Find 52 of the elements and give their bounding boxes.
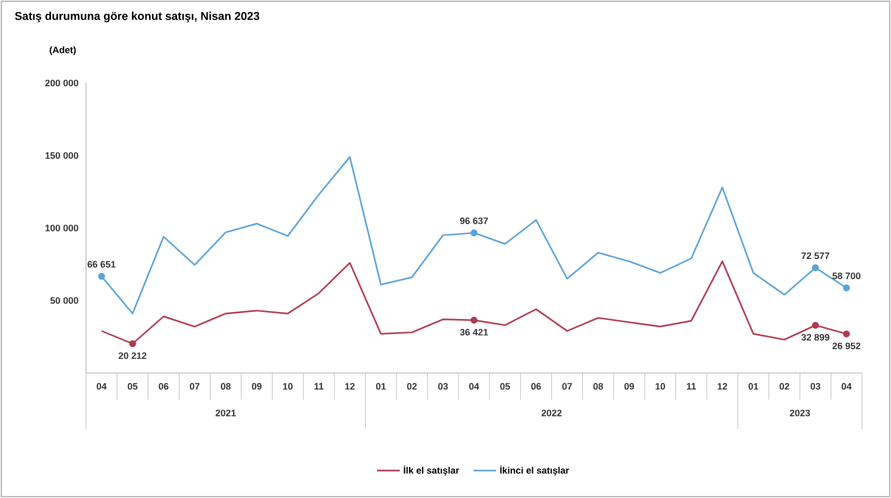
x-tick-label: 06 [158, 383, 168, 390]
x-tick-label: 03 [810, 383, 820, 390]
data-label: 72 577 [802, 252, 830, 260]
x-tick-label: 11 [314, 383, 324, 390]
legend-label: İkinci el satışlar [500, 466, 569, 476]
point [812, 264, 819, 272]
x-tick-label: 01 [748, 383, 758, 390]
x-tick-label: 09 [252, 383, 262, 390]
y-tick-label: 100 000 [45, 224, 78, 232]
x-tick-label: 10 [283, 383, 293, 390]
data-label: 96 637 [460, 218, 488, 224]
x-tick-label: 05 [128, 383, 138, 390]
data-label: 66 651 [88, 261, 116, 268]
text: 2023 [790, 410, 810, 416]
point [129, 340, 136, 348]
x-tick-label: 08 [220, 383, 231, 390]
data-label: 26 952 [832, 342, 860, 350]
point [843, 284, 850, 292]
point [812, 322, 819, 329]
data-label: 58 700 [832, 272, 860, 280]
legend-label: İlk el satışlar [404, 466, 460, 476]
x-tick-label: 09 [624, 383, 634, 390]
y-axis-title: (Adet) [50, 46, 76, 56]
text: 2021 [216, 410, 236, 416]
x-tick-label: 10 [656, 383, 666, 390]
data-label: 36 421 [460, 328, 488, 336]
y-tick-label: 150 000 [45, 152, 78, 159]
x-tick-label: 01 [376, 383, 386, 390]
x-tick-label: 07 [562, 383, 572, 390]
y-tick-label: 50 000 [50, 297, 78, 304]
x-tick-label: 08 [593, 383, 604, 390]
x-tick-label: 04 [96, 383, 107, 390]
x-tick-label: 05 [500, 383, 510, 390]
point [843, 330, 850, 338]
text: 2022 [542, 410, 562, 416]
y-tick-label: 200 000 [45, 80, 78, 86]
data-label: 20 212 [118, 352, 146, 359]
x-tick-label: 07 [190, 383, 200, 390]
x-tick-label: 11 [686, 383, 696, 390]
chart-title: Satış durumuna göre konut satışı, Nisan 2023 [15, 12, 260, 22]
x-tick-label: 02 [407, 383, 417, 390]
point [470, 316, 478, 324]
x-tick-label: 04 [469, 383, 480, 390]
data-label: 32 899 [801, 334, 830, 341]
x-tick-label: 03 [438, 383, 448, 390]
point [470, 229, 478, 236]
x-tick-label: 04 [842, 383, 852, 390]
point [98, 272, 105, 280]
x-tick-label: 12 [345, 383, 355, 390]
x-tick-label: 12 [718, 383, 728, 390]
x-tick-label: 02 [780, 383, 790, 390]
x-tick-label: 06 [531, 383, 541, 390]
